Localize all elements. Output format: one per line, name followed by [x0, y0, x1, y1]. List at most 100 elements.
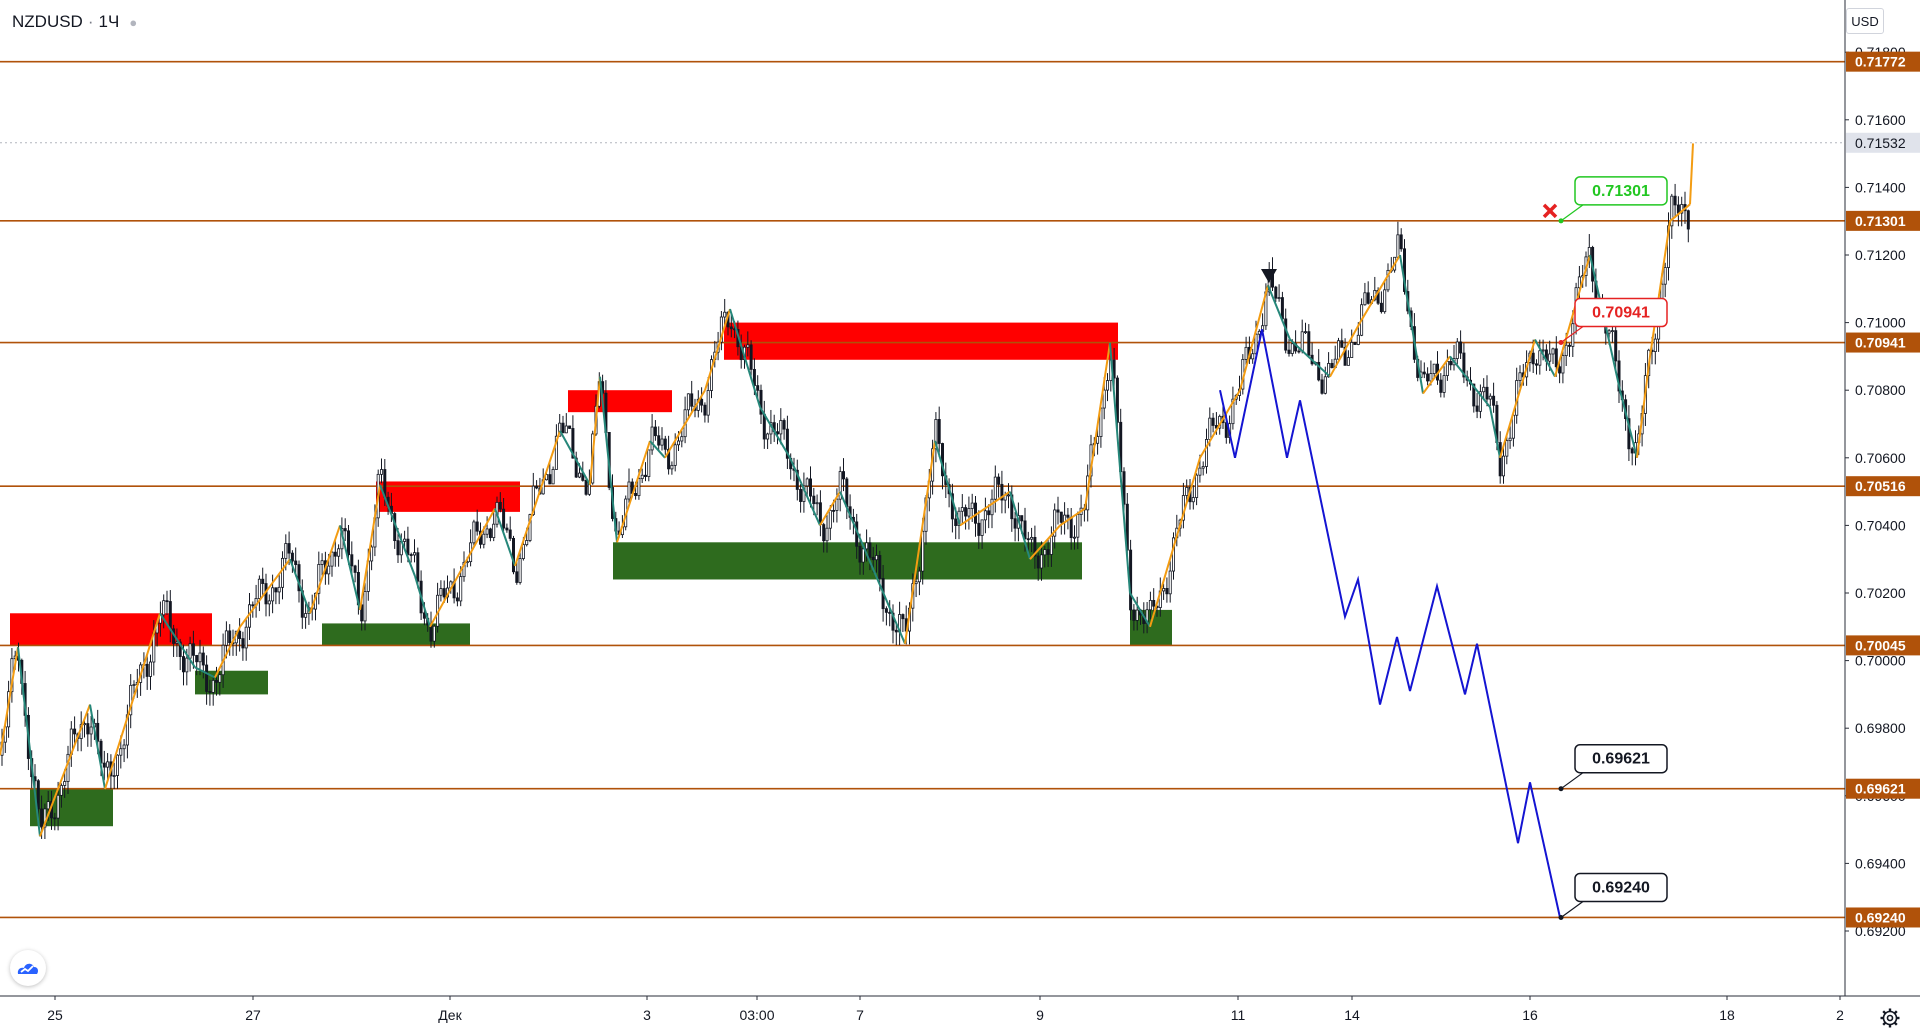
candle-down: [238, 630, 242, 640]
candle-down: [809, 478, 813, 497]
candle-down: [1673, 195, 1677, 206]
candle-up: [766, 433, 770, 440]
candle-down: [208, 691, 212, 693]
tradingview-logo-icon[interactable]: [10, 950, 46, 986]
candle-down: [195, 654, 199, 663]
candle-down: [498, 502, 502, 510]
candle-up: [1551, 348, 1555, 355]
candle-up: [1607, 330, 1611, 334]
candle-down: [535, 485, 539, 489]
candle-up: [647, 449, 651, 477]
candle-down: [1630, 448, 1634, 454]
candle-down: [1033, 536, 1037, 557]
candle-down: [416, 552, 420, 582]
price-axis[interactable]: [1845, 0, 1920, 996]
zigzag-segment: [616, 440, 651, 543]
candle-down: [584, 479, 588, 495]
candle-down: [657, 435, 661, 446]
candle-up: [1304, 331, 1308, 334]
candle-up: [482, 533, 486, 545]
candle-up: [132, 684, 136, 686]
candle-up: [861, 548, 865, 563]
candle-up: [1518, 372, 1522, 381]
demand-zone: [613, 542, 1082, 580]
candle-up: [828, 509, 832, 529]
candle-up: [1043, 549, 1047, 556]
candle-up: [1653, 338, 1657, 353]
candle-up: [379, 469, 383, 475]
candle-up: [1478, 391, 1482, 412]
target-callout[interactable]: [1574, 743, 1668, 774]
candle-up: [327, 565, 331, 575]
candle-down: [214, 680, 218, 683]
time-tick-label: 11: [1231, 1007, 1246, 1023]
zigzag-segment: [1084, 342, 1111, 509]
candle-up: [970, 502, 974, 509]
candle-up: [825, 527, 829, 542]
demand-zone: [322, 623, 470, 646]
candle-down: [1059, 511, 1063, 523]
candle-up: [472, 521, 476, 544]
zigzag-segment: [239, 558, 291, 628]
candle-up: [1168, 570, 1172, 595]
callout-pointer: [1560, 772, 1584, 790]
candle-down: [667, 448, 671, 470]
candle-up: [1561, 355, 1565, 374]
candle-down: [442, 588, 446, 598]
time-tick-label: 25: [47, 1007, 63, 1023]
candle-down: [228, 630, 232, 644]
candle-down: [759, 389, 763, 415]
candle-down: [964, 507, 968, 517]
candle-down: [1531, 352, 1535, 365]
candle-down: [287, 543, 291, 554]
zigzag-segment: [1029, 524, 1061, 560]
zigzag-segment: [789, 457, 821, 526]
candle-up: [980, 519, 984, 536]
time-tick-label: 27: [245, 1007, 261, 1023]
candle-up: [1277, 297, 1281, 299]
candle-up: [1337, 340, 1341, 360]
candle-down: [165, 600, 169, 603]
candle-down: [1614, 330, 1618, 362]
candle-up: [277, 586, 281, 593]
target-callout[interactable]: [1574, 176, 1668, 206]
zigzag-segment: [1359, 254, 1401, 324]
currency-button[interactable]: USD: [1846, 8, 1884, 34]
candle-up: [1007, 494, 1011, 497]
candle-up: [185, 657, 189, 673]
candle-up: [673, 444, 677, 466]
zigzag-segment: [379, 484, 416, 577]
candle-up: [1455, 341, 1459, 359]
candle-up: [525, 540, 529, 546]
candle-down: [1069, 516, 1073, 539]
candle-up: [960, 507, 964, 512]
candle-up: [1502, 455, 1506, 477]
candle-up: [1505, 440, 1509, 457]
candle-up: [1073, 536, 1077, 539]
candle-up: [492, 523, 496, 538]
zigzag-segment: [959, 490, 1011, 527]
candle-up: [224, 630, 228, 646]
candle-down: [1558, 366, 1562, 374]
candle-down: [795, 469, 799, 490]
zigzag-segment: [1649, 221, 1671, 357]
zigzag-segment: [1399, 254, 1424, 394]
zigzag-segment: [359, 484, 381, 611]
candle-up: [1106, 380, 1110, 391]
candle-down: [1379, 302, 1383, 313]
target-callout[interactable]: [1574, 872, 1668, 903]
candle-down: [333, 551, 337, 557]
candle-up: [680, 436, 684, 442]
target-callout[interactable]: [1574, 297, 1668, 328]
candle-down: [937, 419, 941, 444]
callout-pointer: [1560, 900, 1584, 918]
candle-up: [280, 557, 284, 588]
candle-up: [551, 469, 555, 485]
zigzag-segment: [664, 389, 706, 459]
gear-icon[interactable]: [1878, 1006, 1902, 1030]
candle-up: [1096, 436, 1100, 444]
supply-zone: [10, 613, 212, 646]
zigzag-segment: [1199, 389, 1241, 459]
level-price-badge: [1846, 51, 1920, 72]
